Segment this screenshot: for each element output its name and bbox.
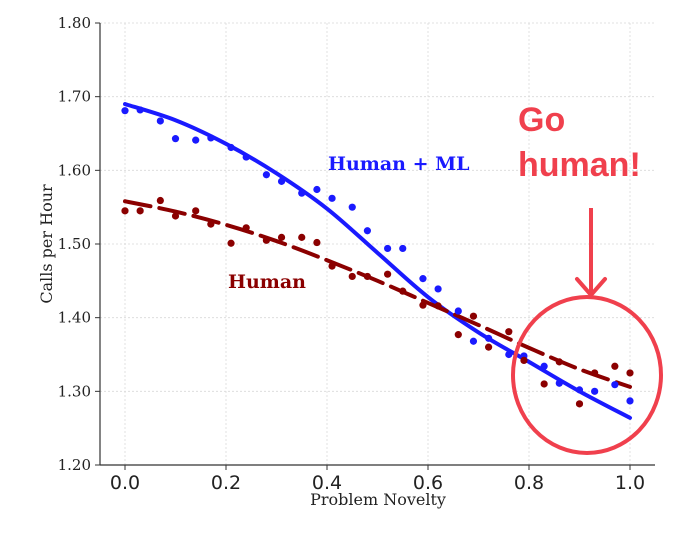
x-tick-label: 1.0	[615, 472, 645, 494]
data-point-human	[192, 207, 200, 215]
data-point-human	[384, 270, 392, 278]
data-point-human-ml	[192, 136, 200, 144]
data-point-human	[469, 312, 478, 320]
data-point-human-ml	[242, 153, 250, 161]
y-tick-label: 1.80	[58, 14, 91, 32]
data-point-human-ml	[227, 143, 235, 152]
y-tick-label: 1.40	[58, 309, 91, 327]
data-point-human	[348, 272, 356, 281]
data-point-human-ml	[156, 117, 164, 125]
go-human-annotation: Go human!	[511, 101, 663, 455]
data-point-human	[540, 380, 548, 388]
axis-ticks: 0.0 0.2 0.4 0.6 0.8 1.0 1.20 1.30 1.40 1.50 1.60 1.…	[58, 14, 646, 494]
annotation-circle	[511, 295, 663, 455]
data-point-human-ml	[485, 334, 493, 342]
data-point-human-ml	[611, 381, 619, 389]
data-point-human	[485, 343, 493, 351]
y-tick-label: 1.20	[58, 456, 91, 474]
data-point-human	[434, 302, 442, 310]
data-point-human	[136, 207, 144, 215]
data-point-human-ml	[207, 134, 215, 142]
data-point-human	[520, 356, 528, 364]
data-point-human-ml	[363, 227, 371, 235]
grid-lines	[100, 22, 655, 465]
data-point-human-ml	[469, 337, 478, 345]
x-tick-label: 0.2	[211, 472, 241, 494]
data-point-human	[555, 358, 563, 366]
x-tick-label: 0.8	[514, 472, 544, 494]
data-point-human	[298, 233, 306, 241]
data-point-human-ml	[419, 275, 427, 283]
data-point-human-ml	[555, 379, 563, 387]
data-point-human-ml	[399, 244, 407, 253]
data-point-human	[121, 207, 129, 215]
data-point-human-ml	[277, 177, 286, 185]
data-point-human	[313, 238, 321, 247]
y-tick-label: 1.30	[58, 382, 91, 400]
data-point-human-ml	[328, 194, 336, 202]
annotation-line-1: Go	[518, 101, 565, 139]
data-point-human	[591, 369, 599, 377]
data-point-human	[611, 362, 619, 370]
annotation-line-2: human!	[518, 146, 641, 184]
series-label-human: Human	[228, 271, 306, 293]
data-point-human	[277, 233, 286, 241]
data-point-human	[505, 328, 513, 336]
data-point-human-ml	[434, 285, 442, 293]
data-point-human	[419, 301, 427, 309]
y-axis-title: Calls per Hour	[37, 184, 56, 304]
data-point-human	[399, 287, 407, 295]
annotation-arrow-head	[575, 277, 607, 297]
data-point-human-ml	[540, 362, 548, 370]
x-tick-label: 0.6	[413, 472, 443, 494]
data-point-human	[626, 369, 634, 377]
series-label-human-ml: Human + ML	[328, 153, 470, 175]
data-points	[121, 106, 634, 408]
data-point-human	[575, 400, 584, 408]
data-point-human-ml	[384, 244, 392, 253]
data-point-human-ml	[298, 189, 306, 197]
x-tick-label: 0.0	[110, 472, 140, 494]
data-point-human	[262, 236, 270, 244]
y-tick-label: 1.50	[58, 235, 91, 253]
data-point-human-ml	[171, 135, 180, 143]
data-point-human	[156, 196, 164, 205]
data-point-human-ml	[348, 203, 356, 211]
data-point-human-ml	[505, 350, 513, 359]
data-point-human-ml	[575, 386, 584, 394]
data-point-human-ml	[591, 387, 599, 395]
x-axis-title: Problem Novelty	[310, 490, 446, 509]
y-tick-label: 1.60	[58, 161, 91, 179]
data-point-human	[328, 262, 336, 270]
data-point-human-ml	[313, 185, 321, 194]
data-point-human	[171, 212, 180, 220]
fit-line-human	[123, 199, 632, 389]
data-point-human-ml	[454, 307, 462, 315]
data-point-human-ml	[136, 106, 144, 114]
data-point-human-ml	[626, 397, 634, 405]
data-point-human-ml	[262, 171, 270, 179]
x-tick-label: 0.4	[312, 472, 342, 494]
data-point-human	[227, 239, 235, 247]
data-point-human	[242, 224, 250, 232]
data-point-human-ml	[121, 107, 129, 115]
data-point-human	[207, 220, 215, 228]
y-tick-label: 1.70	[58, 88, 91, 106]
data-point-human	[363, 272, 371, 281]
data-point-human	[454, 331, 462, 339]
